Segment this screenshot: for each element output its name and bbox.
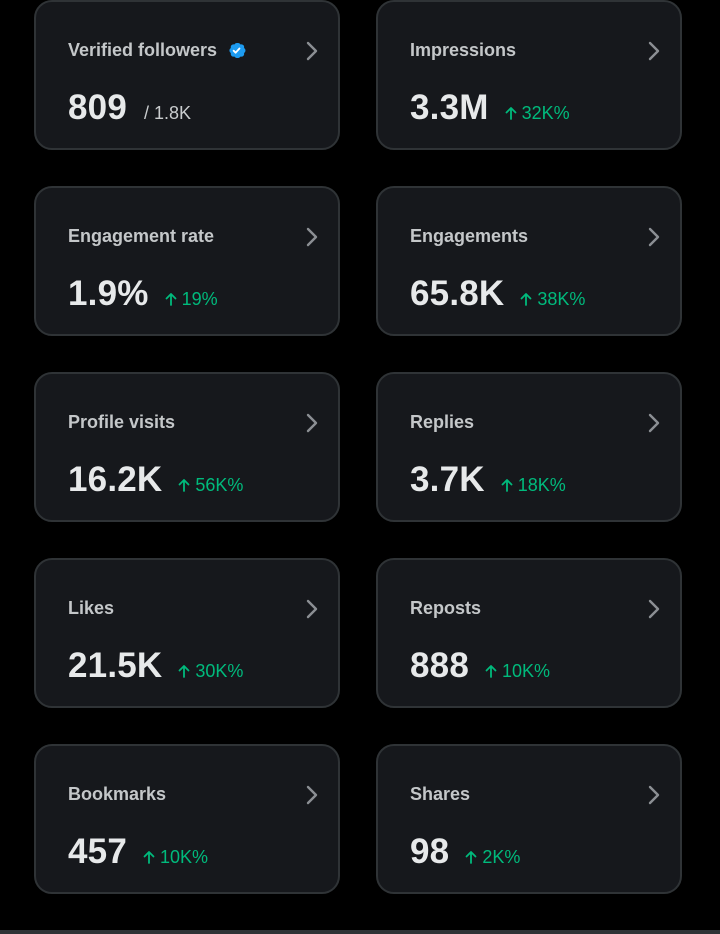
metric-card-engagements[interactable]: Engagements 65.8K 38K% (376, 186, 682, 336)
chevron-right-icon[interactable] (300, 410, 324, 436)
metric-value: 98 (410, 832, 450, 871)
card-title: Shares (410, 784, 471, 804)
metric-change-value: 30K% (195, 661, 244, 681)
metric-change: 56K% (178, 475, 243, 496)
card-title: Likes (68, 598, 115, 618)
metric-change: 30K% (178, 661, 243, 682)
chevron-right-icon[interactable] (300, 782, 324, 808)
chevron-right-icon[interactable] (642, 224, 666, 250)
card-title: Replies (410, 412, 475, 432)
metric-card-bookmarks[interactable]: Bookmarks 457 10K% (34, 744, 340, 894)
verified-badge-icon (226, 40, 247, 61)
card-title: Verified followers (68, 40, 218, 60)
arrow-up-icon (178, 476, 190, 492)
metric-value: 809 (68, 88, 127, 127)
metric-card-impressions[interactable]: Impressions 3.3M 32K% (376, 0, 682, 150)
arrow-up-icon (465, 848, 477, 864)
metric-total: / 1.8K (144, 103, 192, 123)
metric-change: 32K% (505, 103, 570, 124)
metric-value: 888 (410, 646, 469, 685)
card-title: Bookmarks (68, 784, 167, 804)
card-title: Profile visits (68, 412, 176, 432)
metric-change: 19% (165, 289, 218, 310)
arrow-up-icon (505, 104, 517, 120)
metric-change: 2K% (465, 847, 520, 868)
metric-card-replies[interactable]: Replies 3.7K 18K% (376, 372, 682, 522)
metric-card-shares[interactable]: Shares 98 2K% (376, 744, 682, 894)
metric-change-value: 56K% (195, 475, 244, 495)
card-title: Engagement rate (68, 226, 215, 246)
metric-change-value: 10K% (502, 661, 551, 681)
metric-change: 10K% (485, 661, 550, 682)
arrow-up-icon (178, 662, 190, 678)
metric-change: 10K% (143, 847, 208, 868)
metric-change-value: 38K% (537, 289, 586, 309)
metric-change: 18K% (501, 475, 566, 496)
metric-change-value: 18K% (517, 475, 566, 495)
arrow-up-icon (485, 662, 497, 678)
chevron-right-icon[interactable] (642, 38, 666, 64)
metric-card-reposts[interactable]: Reposts 888 10K% (376, 558, 682, 708)
metric-change-value: 2K% (482, 847, 521, 867)
metric-card-profile-visits[interactable]: Profile visits 16.2K 56K% (34, 372, 340, 522)
metric-change-value: 19% (181, 289, 218, 309)
metric-change: 38K% (520, 289, 585, 310)
metric-value: 65.8K (410, 274, 505, 313)
metric-value: 1.9% (68, 274, 149, 313)
card-title: Impressions (410, 40, 517, 60)
card-title: Reposts (410, 598, 482, 618)
metric-card-engagement-rate[interactable]: Engagement rate 1.9% 19% (34, 186, 340, 336)
metric-card-verified-followers[interactable]: Verified followers 809 / 1.8K (34, 0, 340, 150)
metric-card-likes[interactable]: Likes 21.5K 30K% (34, 558, 340, 708)
metric-value: 457 (68, 832, 127, 871)
arrow-up-icon (143, 848, 155, 864)
chevron-right-icon[interactable] (300, 224, 324, 250)
metric-value: 3.7K (410, 460, 485, 499)
bottom-divider (0, 930, 720, 934)
chevron-right-icon[interactable] (642, 782, 666, 808)
chevron-right-icon[interactable] (642, 596, 666, 622)
arrow-up-icon (520, 290, 532, 306)
arrow-up-icon (165, 290, 177, 306)
metric-change-value: 10K% (160, 847, 209, 867)
chevron-right-icon[interactable] (300, 596, 324, 622)
card-title: Engagements (410, 226, 529, 246)
arrow-up-icon (501, 476, 513, 492)
metric-value: 3.3M (410, 88, 489, 127)
metric-value: 21.5K (68, 646, 163, 685)
chevron-right-icon[interactable] (300, 38, 324, 64)
metric-change-value: 32K% (521, 103, 570, 123)
metric-value: 16.2K (68, 460, 163, 499)
chevron-right-icon[interactable] (642, 410, 666, 436)
